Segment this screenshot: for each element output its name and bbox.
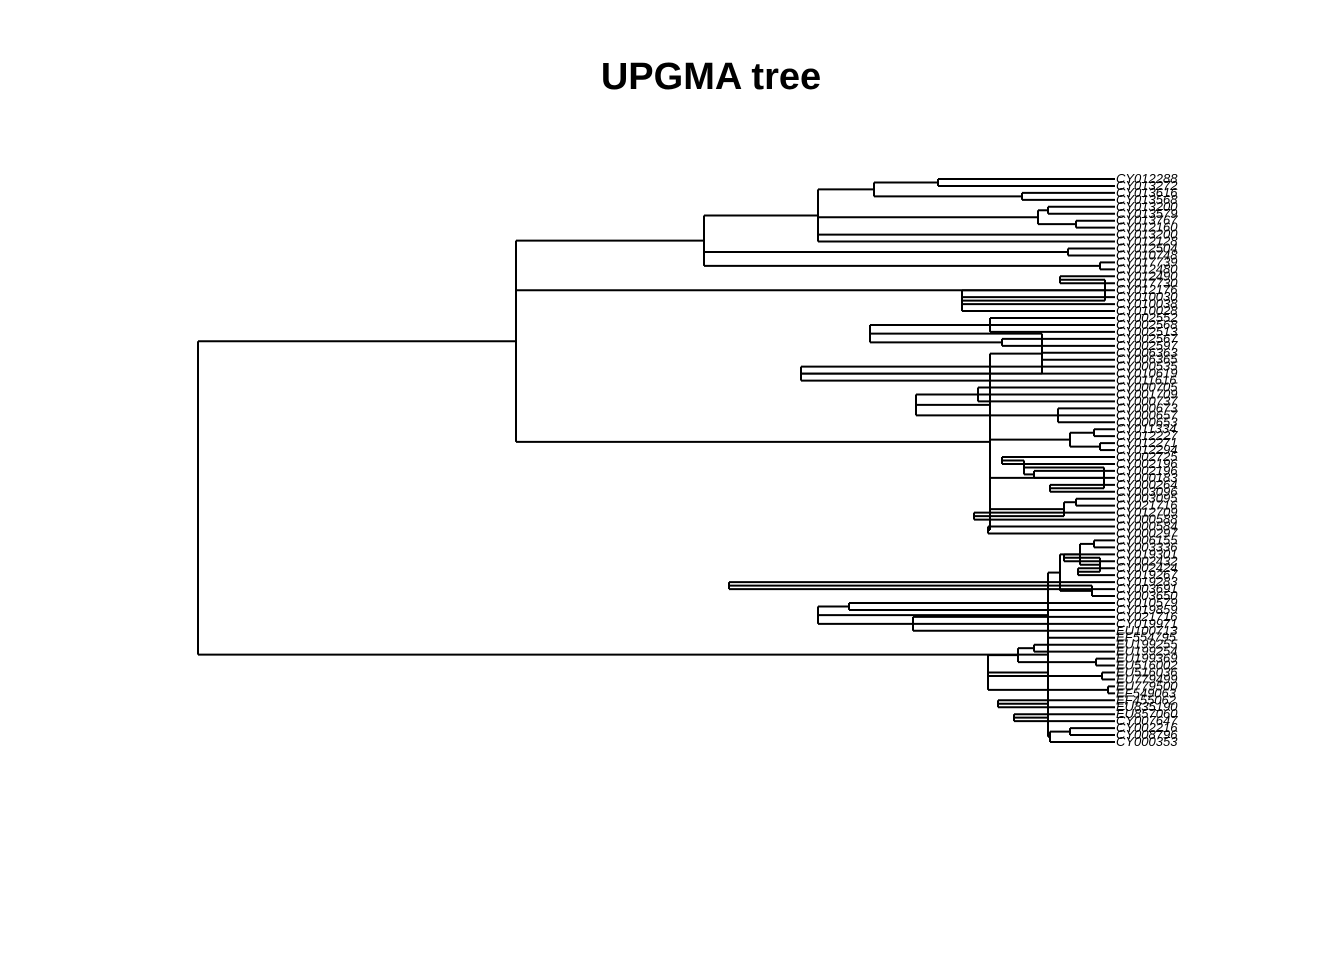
tip-label: CY002513 <box>1116 324 1178 339</box>
tip-label: CY012504 <box>1116 241 1177 256</box>
tip-label: CY012709 <box>1116 505 1177 520</box>
tip-label: EU516002 <box>1116 658 1178 673</box>
tip-label: CY010030 <box>1116 289 1178 304</box>
tip-label: CY019859 <box>1116 602 1177 617</box>
tip-label: CY000297 <box>1116 525 1178 540</box>
tip-label: CY002725 <box>1116 449 1178 464</box>
tip-label: CY000588 <box>1116 512 1178 527</box>
tip-label: CY019971 <box>1116 616 1177 631</box>
tip-label: CY003336 <box>1116 539 1178 554</box>
tip-label: EF455062 <box>1116 692 1177 707</box>
tip-label: CY006155 <box>1116 532 1178 547</box>
tip-label: CY012271 <box>1116 435 1177 450</box>
tip-labels: CY012288CY013272CY013616CY013568CY013200… <box>1116 171 1178 749</box>
tip-label: EU835190 <box>1116 699 1178 714</box>
tip-label: CY000264 <box>1116 477 1177 492</box>
tip-label: EF554795 <box>1116 630 1177 645</box>
tip-label: CY000535 <box>1116 359 1178 374</box>
tip-label: CY013272 <box>1116 178 1178 193</box>
tip-label: CY003095 <box>1116 491 1178 506</box>
tip-label: CY010619 <box>1116 366 1177 381</box>
tip-label: CY003691 <box>1116 581 1177 596</box>
tip-label: CY019301 <box>1116 546 1177 561</box>
tip-label: CY011334 <box>1116 421 1176 436</box>
tip-label: CY000353 <box>1116 734 1178 749</box>
tip-label: CY002196 <box>1116 463 1178 478</box>
tip-label: CY012176 <box>1116 282 1178 297</box>
tip-label: EF549063 <box>1116 685 1177 700</box>
plot-title: UPGMA tree <box>600 56 822 98</box>
tip-label: CY001709 <box>1116 386 1177 401</box>
tip-label: CY013200 <box>1116 199 1178 214</box>
tip-label: CY000657 <box>1116 407 1178 422</box>
tip-label: CY003650 <box>1116 588 1178 603</box>
tip-label: CY002216 <box>1116 720 1178 735</box>
tip-label: CY019267 <box>1116 567 1178 582</box>
tip-label: CY013200 <box>1116 227 1178 242</box>
tip-label: CY002432 <box>1116 553 1178 568</box>
tip-label: CY019283 <box>1116 574 1178 589</box>
tree-edges <box>197 178 1115 743</box>
tip-label: CY002597 <box>1116 338 1178 353</box>
tip-label: CY007647 <box>1116 713 1178 728</box>
tip-label: CY012480 <box>1116 261 1178 276</box>
tip-label: CY000705 <box>1116 380 1178 395</box>
tip-label: EU199255 <box>1116 637 1178 652</box>
tip-label: CY013568 <box>1116 192 1178 207</box>
tip-label: CY008796 <box>1116 727 1178 742</box>
tip-label: CY000183 <box>1116 470 1178 485</box>
tip-label: EU779500 <box>1116 678 1178 693</box>
tip-label: EU199369 <box>1116 651 1177 666</box>
tip-label: EU199254 <box>1116 644 1177 659</box>
tip-label: CY012288 <box>1116 171 1178 186</box>
tip-label: CY021716 <box>1116 498 1178 513</box>
tip-label: CY006363 <box>1116 345 1178 360</box>
tip-label: CY000673 <box>1116 400 1178 415</box>
tip-label: CY013767 <box>1116 213 1178 228</box>
tip-label: CY021716 <box>1116 609 1178 624</box>
tip-label: CY000737 <box>1116 393 1178 408</box>
tip-label: CY017739 <box>1116 254 1177 269</box>
tip-label: CY011616 <box>1116 373 1177 388</box>
tip-label: CY012227 <box>1116 428 1178 443</box>
tip-label: CY010028 <box>1116 303 1178 318</box>
tip-label: CY012128 <box>1116 234 1178 249</box>
tip-label: CY003096 <box>1116 484 1178 499</box>
tip-label: CY002196 <box>1116 456 1178 471</box>
tip-label: EU779499 <box>1116 671 1177 686</box>
tip-label: EU516036 <box>1116 664 1178 679</box>
tip-label: CY006365 <box>1116 352 1178 367</box>
tip-label: CY012490 <box>1116 268 1178 283</box>
tip-label: CY012160 <box>1116 220 1178 235</box>
tip-label: CY017730 <box>1116 275 1178 290</box>
tip-label: CY000653 <box>1116 414 1178 429</box>
tip-label: CY002552 <box>1116 310 1178 325</box>
tip-label: CY010748 <box>1116 247 1178 262</box>
tip-label: CY013616 <box>1116 185 1178 200</box>
tip-label: CY010579 <box>1116 595 1177 610</box>
tip-label: CY002424 <box>1116 560 1177 575</box>
tip-label: CY012294 <box>1116 442 1177 457</box>
tip-label: CY002568 <box>1116 317 1178 332</box>
tip-label: EU100713 <box>1116 623 1178 638</box>
tip-label: EU857060 <box>1116 706 1178 721</box>
tip-label: CY000584 <box>1116 519 1177 534</box>
tip-label: CY010038 <box>1116 296 1178 311</box>
tip-label: CY013579 <box>1116 206 1177 221</box>
tip-label: CY002567 <box>1116 331 1178 346</box>
